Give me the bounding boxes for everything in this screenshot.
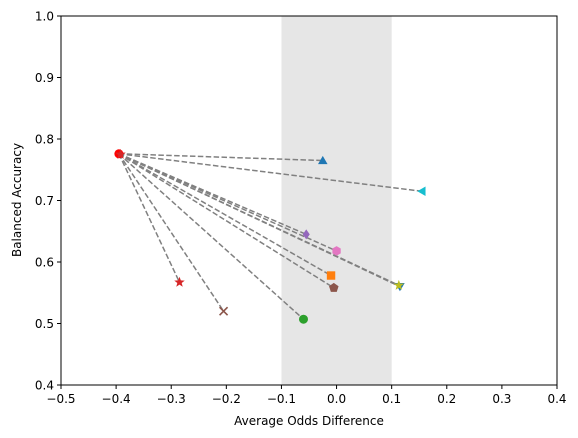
data-point-9	[393, 279, 405, 290]
connector-line	[118, 153, 323, 162]
data-point-2	[318, 155, 328, 165]
connector-line	[118, 153, 337, 252]
connector-line	[118, 153, 335, 289]
connector-line	[118, 153, 304, 320]
shaded-band	[281, 16, 392, 385]
connector-line	[118, 153, 400, 287]
data-point-3	[417, 186, 426, 197]
x-tick-label: −0.5	[46, 392, 75, 406]
x-tick-label: −0.3	[157, 392, 186, 406]
data-point-5	[332, 246, 341, 256]
y-tick-label: 0.9	[35, 71, 54, 85]
x-tick-label: 0.1	[382, 392, 401, 406]
data-point-10	[174, 276, 185, 287]
connector-line	[118, 153, 307, 236]
y-tick-label: 0.7	[35, 194, 54, 208]
data-point-6	[326, 271, 336, 280]
data-point-1	[115, 148, 126, 159]
y-tick-label: 0.4	[35, 379, 54, 393]
data-point-12	[298, 314, 308, 324]
x-tick-label: 0.3	[492, 392, 511, 406]
connector-line	[118, 153, 423, 193]
y-tick-label: 0.6	[35, 256, 54, 270]
data-point-11	[219, 306, 229, 316]
y-tick-label: 0.5	[35, 317, 54, 331]
x-tick-label: −0.2	[212, 392, 241, 406]
y-axis-label: Balanced Accuracy	[10, 143, 24, 257]
x-axis-label: Average Odds Difference	[234, 414, 384, 428]
x-tick-label: 0.2	[437, 392, 456, 406]
x-tick-label: −0.1	[267, 392, 296, 406]
x-tick-label: 0.4	[547, 392, 566, 406]
y-tick-label: 0.8	[35, 133, 54, 147]
connector-line	[118, 153, 332, 277]
data-point-4	[302, 229, 310, 240]
x-tick-label: 0.0	[327, 392, 346, 406]
x-tick-label: −0.4	[102, 392, 131, 406]
y-tick-label: 1.0	[35, 10, 54, 24]
data-point-7	[329, 282, 339, 292]
